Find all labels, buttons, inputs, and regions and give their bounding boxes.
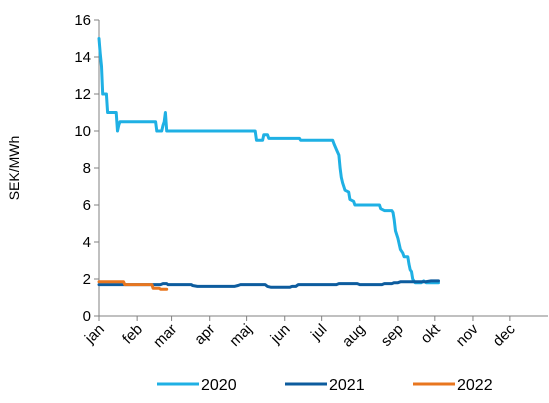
- x-tick-label-sep: sep: [378, 321, 407, 350]
- legend-label-2021: 2021: [329, 377, 365, 394]
- legend: 2020 2021 2022: [157, 377, 493, 394]
- y-tick-label: 10: [74, 123, 91, 140]
- y-tick-label: 2: [83, 271, 91, 288]
- x-tick-label-jun: jun: [267, 321, 294, 348]
- legend-label-2020: 2020: [201, 377, 237, 394]
- x-tick-label-jul: jul: [307, 321, 330, 344]
- x-tick-label-maj: maj: [226, 321, 255, 350]
- series-line-2020: [97, 37, 440, 285]
- x-tick-label-aug: aug: [339, 321, 369, 351]
- series-line-2022: [97, 280, 169, 291]
- x-axis: jan feb mar apr maj jun jul aug sep okt nov dec: [81, 315, 548, 351]
- x-tick-label-nov: nov: [453, 320, 482, 349]
- y-tick-label: 0: [83, 308, 91, 325]
- y-tick-label: 4: [83, 234, 91, 251]
- y-axis-label: SEK/MWh: [6, 136, 22, 201]
- y-tick-label: 12: [74, 86, 91, 103]
- x-tick-label-apr: apr: [191, 321, 218, 348]
- plot-lines: [97, 37, 440, 291]
- y-tick-label: 6: [83, 197, 91, 214]
- x-tick-label-feb: feb: [119, 321, 146, 348]
- y-axis: 0 2 4 6 8 10 12 14 16: [74, 12, 100, 325]
- y-tick-label: 16: [74, 12, 91, 29]
- x-tick-label-okt: okt: [417, 320, 444, 347]
- x-tick-label-mar: mar: [150, 321, 180, 351]
- y-tick-label: 14: [74, 49, 91, 66]
- legend-label-2022: 2022: [457, 377, 493, 394]
- y-tick-label: 8: [83, 160, 91, 177]
- x-tick-label-dec: dec: [490, 320, 519, 349]
- series-line-2021: [97, 279, 440, 289]
